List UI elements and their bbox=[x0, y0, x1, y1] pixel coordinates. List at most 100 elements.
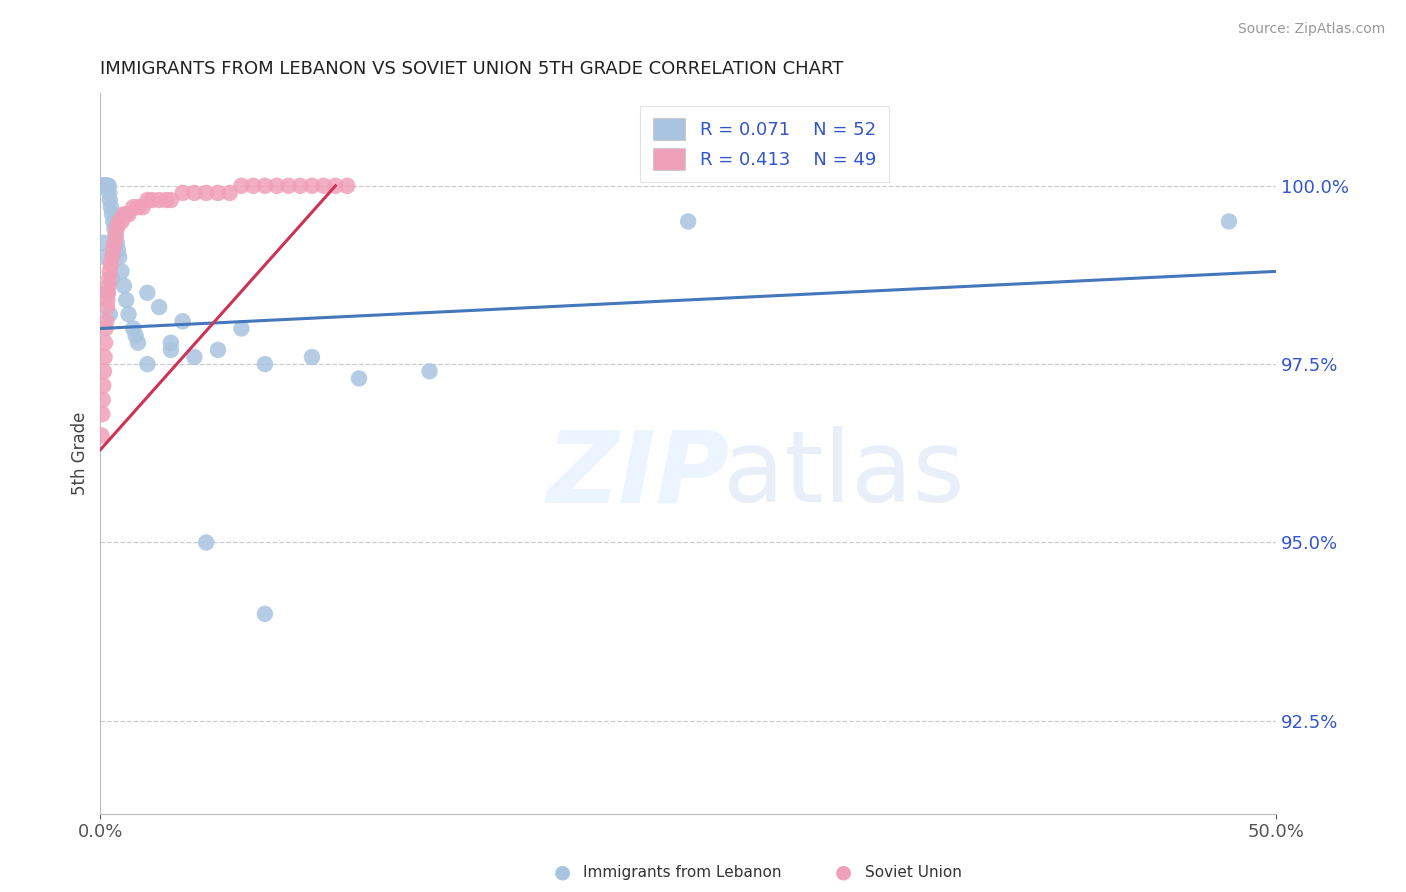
Point bbox=[90, 178, 112, 193]
Point bbox=[97, 178, 120, 193]
Point bbox=[218, 186, 240, 200]
Point bbox=[104, 228, 127, 243]
Point bbox=[91, 407, 114, 421]
Point bbox=[100, 257, 122, 271]
Point bbox=[141, 193, 163, 207]
Point bbox=[93, 178, 115, 193]
Point bbox=[183, 350, 205, 364]
Point bbox=[94, 178, 117, 193]
Point bbox=[103, 235, 125, 250]
Point bbox=[301, 350, 323, 364]
Point bbox=[115, 207, 138, 221]
Point bbox=[117, 207, 139, 221]
Point bbox=[325, 178, 347, 193]
Point bbox=[91, 392, 114, 407]
Point bbox=[207, 186, 229, 200]
Point bbox=[195, 186, 218, 200]
Point bbox=[108, 250, 131, 264]
Point bbox=[98, 264, 121, 278]
Point bbox=[93, 364, 115, 378]
Point bbox=[93, 350, 115, 364]
Text: Immigrants from Lebanon: Immigrants from Lebanon bbox=[583, 865, 782, 880]
Point bbox=[312, 178, 335, 193]
Point bbox=[136, 285, 159, 300]
Point bbox=[100, 200, 122, 214]
Point bbox=[124, 328, 146, 343]
Text: IMMIGRANTS FROM LEBANON VS SOVIET UNION 5TH GRADE CORRELATION CHART: IMMIGRANTS FROM LEBANON VS SOVIET UNION … bbox=[100, 60, 844, 78]
Point bbox=[242, 178, 264, 193]
Point bbox=[112, 207, 135, 221]
Point bbox=[172, 314, 194, 328]
Point bbox=[91, 178, 114, 193]
Text: atlas: atlas bbox=[724, 426, 965, 524]
Point bbox=[336, 178, 359, 193]
Point bbox=[98, 271, 121, 285]
Point bbox=[148, 300, 170, 314]
Point bbox=[160, 343, 183, 357]
Point bbox=[122, 200, 145, 214]
Point bbox=[91, 378, 114, 392]
Point bbox=[98, 307, 121, 321]
Point bbox=[131, 200, 153, 214]
Point bbox=[98, 193, 121, 207]
Point bbox=[136, 193, 159, 207]
Point bbox=[253, 357, 276, 371]
Point bbox=[347, 371, 370, 385]
Point bbox=[94, 250, 117, 264]
Point bbox=[93, 178, 115, 193]
Text: Source: ZipAtlas.com: Source: ZipAtlas.com bbox=[1237, 22, 1385, 37]
Point bbox=[266, 178, 288, 193]
Point bbox=[97, 285, 120, 300]
Point bbox=[253, 178, 276, 193]
Point bbox=[96, 178, 118, 193]
Point bbox=[94, 321, 117, 335]
Text: Soviet Union: Soviet Union bbox=[865, 865, 962, 880]
Point bbox=[183, 186, 205, 200]
Point bbox=[117, 307, 139, 321]
Point bbox=[1218, 214, 1240, 228]
Point bbox=[94, 178, 117, 193]
Point bbox=[155, 193, 177, 207]
Point bbox=[96, 314, 118, 328]
Point bbox=[96, 300, 118, 314]
Point bbox=[148, 193, 170, 207]
Point bbox=[96, 293, 118, 307]
Point bbox=[172, 186, 194, 200]
Point bbox=[96, 178, 118, 193]
Point bbox=[290, 178, 312, 193]
Point bbox=[93, 235, 115, 250]
Point bbox=[98, 186, 121, 200]
Point bbox=[94, 335, 117, 350]
Text: ●: ● bbox=[554, 863, 571, 882]
Point bbox=[160, 335, 183, 350]
Point bbox=[231, 321, 253, 335]
Text: ●: ● bbox=[835, 863, 852, 882]
Point bbox=[90, 428, 112, 442]
Legend: R = 0.071    N = 52, R = 0.413    N = 49: R = 0.071 N = 52, R = 0.413 N = 49 bbox=[640, 105, 889, 182]
Point bbox=[107, 243, 129, 257]
Point bbox=[112, 278, 135, 293]
Point bbox=[195, 535, 218, 549]
Point bbox=[101, 250, 124, 264]
Point bbox=[103, 221, 125, 235]
Point bbox=[127, 335, 149, 350]
Point bbox=[136, 357, 159, 371]
Point bbox=[96, 178, 118, 193]
Point bbox=[110, 214, 132, 228]
Point bbox=[127, 200, 149, 214]
Point bbox=[108, 214, 131, 228]
Point bbox=[97, 178, 120, 193]
Point bbox=[105, 221, 128, 235]
Point bbox=[253, 607, 276, 621]
Point bbox=[207, 343, 229, 357]
Y-axis label: 5th Grade: 5th Grade bbox=[72, 411, 89, 495]
Point bbox=[91, 178, 114, 193]
Point bbox=[104, 228, 127, 243]
Point bbox=[91, 178, 114, 193]
Point bbox=[105, 235, 128, 250]
Point bbox=[96, 285, 118, 300]
Point bbox=[103, 214, 125, 228]
Point bbox=[160, 193, 183, 207]
Point bbox=[676, 214, 699, 228]
Text: ZIP: ZIP bbox=[547, 426, 730, 524]
